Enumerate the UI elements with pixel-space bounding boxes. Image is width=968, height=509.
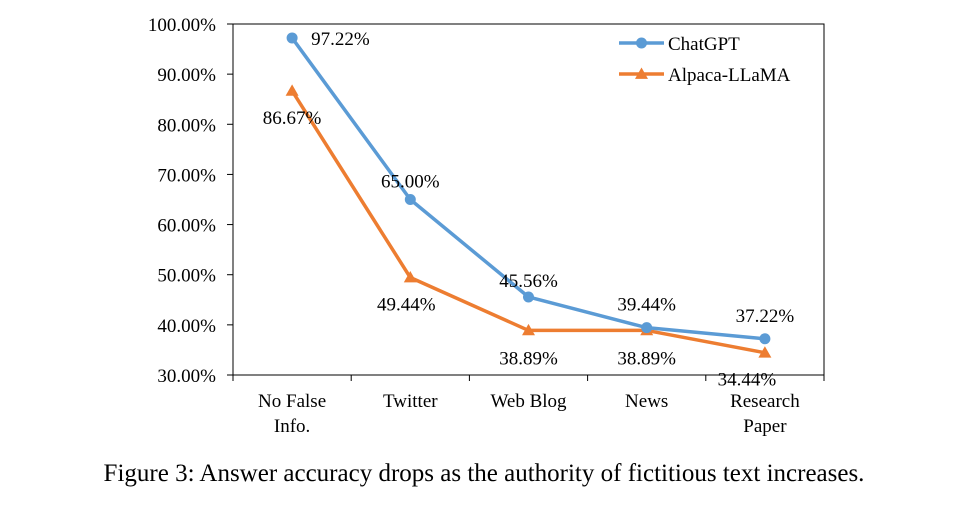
data-point-alpaca-llama: [522, 323, 535, 336]
x-axis: No False Info. Twitter Web Blog News Research…: [232, 375, 825, 437]
data-label-alpaca-llama: 38.89%: [499, 348, 558, 369]
data-label-chatgpt: 39.44%: [617, 295, 676, 316]
series-lines: [285, 32, 772, 358]
y-tick-label: 50.00%: [157, 266, 216, 287]
data-label-alpaca-llama: 38.89%: [617, 348, 676, 369]
legend: ChatGPT Alpaca-LLaMA: [619, 34, 791, 86]
data-point-alpaca-llama: [285, 84, 299, 96]
data-label-alpaca-llama: 49.44%: [377, 295, 436, 316]
x-tick-label: Research Paper: [730, 391, 800, 437]
data-point-chatgpt: [404, 194, 416, 205]
y-tick-label: 90.00%: [157, 65, 216, 86]
legend-marker-alpaca-llama: [635, 67, 648, 79]
legend-label-chatgpt: ChatGPT: [668, 34, 740, 55]
x-tick-label: No False Info.: [258, 391, 326, 437]
data-point-chatgpt: [286, 32, 298, 44]
y-tick-label: 30.00%: [157, 366, 216, 387]
data-point-chatgpt: [641, 322, 653, 334]
x-tick-label: Twitter: [383, 391, 438, 412]
data-point-chatgpt: [759, 333, 771, 345]
y-tick-label: 70.00%: [157, 165, 216, 186]
line-chart: 30.00% 40.00% 50.00% 60.00% 70.00% 80.00% 90.0…: [148, 15, 825, 437]
data-label-alpaca-llama: 86.67%: [263, 108, 322, 129]
x-tick-label: News: [625, 391, 668, 412]
data-label-chatgpt: 45.56%: [499, 271, 558, 292]
x-tick-label: Web Blog: [490, 391, 567, 412]
data-point-chatgpt: [523, 291, 534, 303]
data-point-alpaca-llama: [758, 346, 772, 358]
figure-caption: Figure 3: Answer accuracy drops as the a…: [103, 460, 865, 487]
data-point-alpaca-llama: [403, 271, 417, 283]
data-label-chatgpt: 97.22%: [311, 29, 370, 50]
y-tick-label: 100.00%: [148, 15, 216, 36]
y-tick-label: 40.00%: [157, 316, 216, 337]
y-axis: 30.00% 40.00% 50.00% 60.00% 70.00% 80.00% 90.0…: [148, 15, 233, 387]
y-tick-label: 60.00%: [157, 216, 216, 237]
series-line-alpaca-llama: [290, 89, 766, 355]
data-label-alpaca-llama: 34.44%: [718, 370, 777, 391]
plot-area-frame: [232, 23, 825, 376]
data-label-chatgpt: 37.22%: [736, 306, 795, 327]
y-tick-label: 80.00%: [157, 115, 216, 136]
legend-marker-chatgpt: [636, 37, 647, 49]
legend-label-alpaca-llama: Alpaca-LLaMA: [668, 65, 791, 86]
data-label-chatgpt: 65.00%: [381, 172, 440, 193]
data-labels: 97.22% 65.00% 45.56% 39.44% 37.22% 86.67% 49.4…: [263, 29, 795, 391]
